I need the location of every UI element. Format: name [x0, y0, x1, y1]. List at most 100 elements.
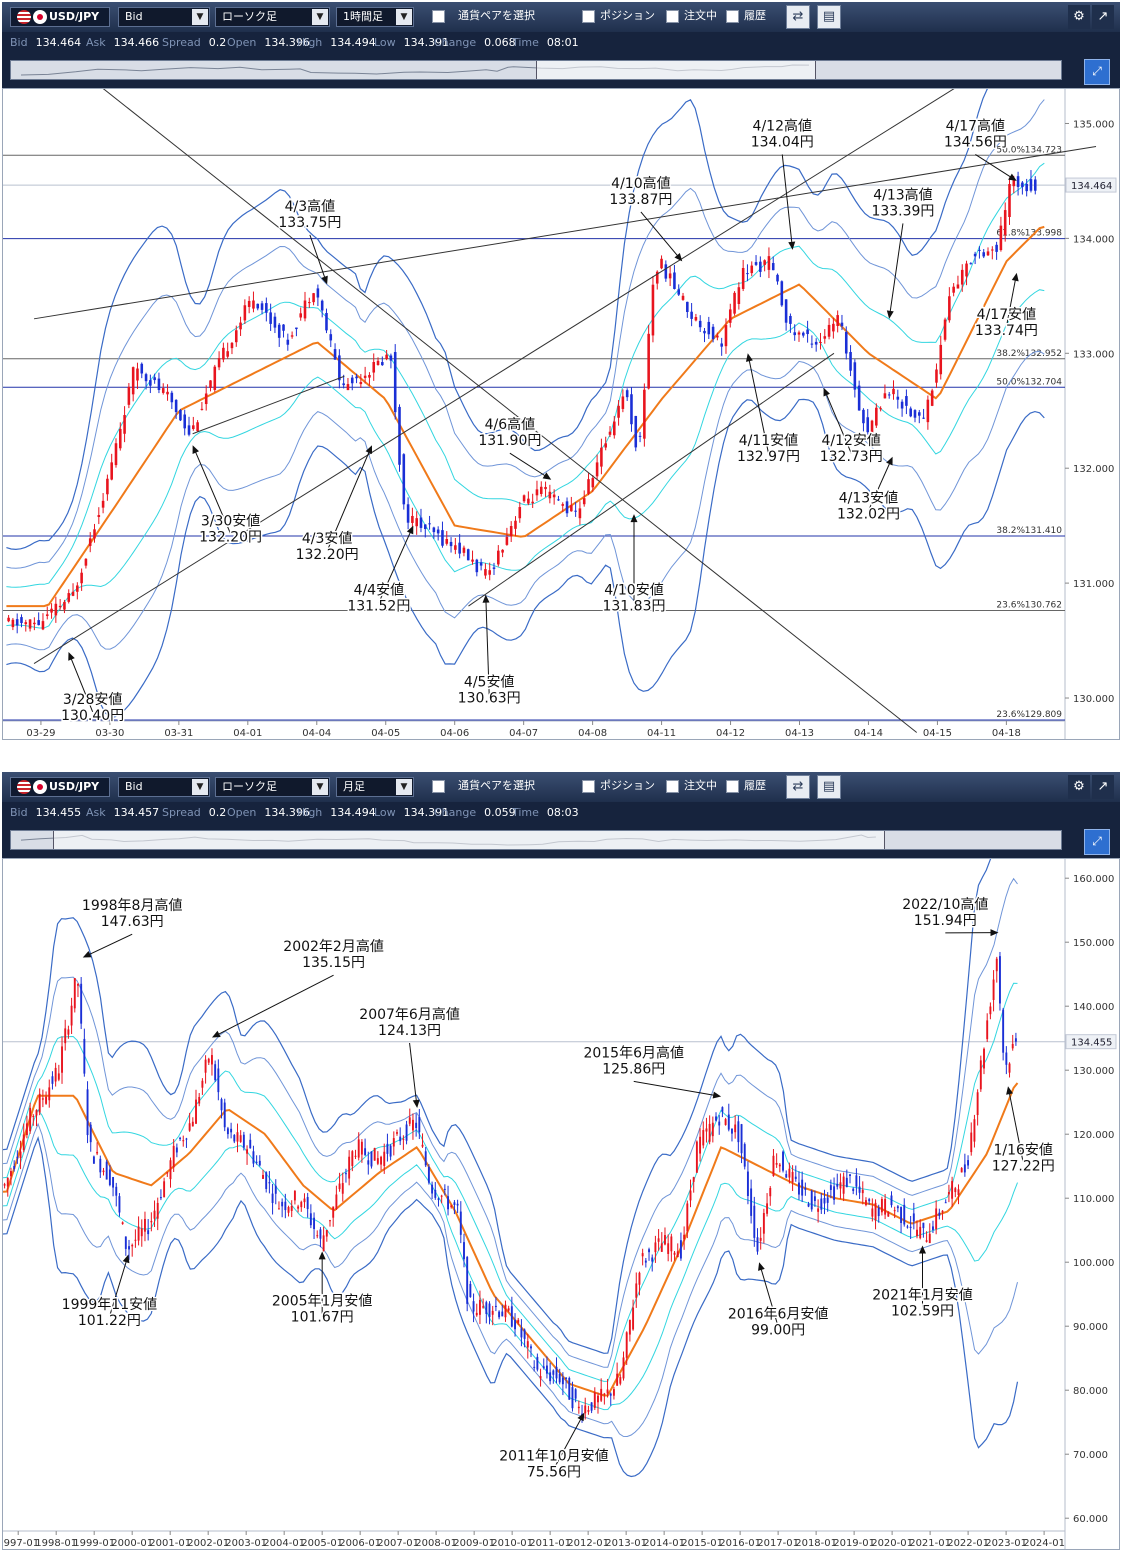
- gear-icon[interactable]: ⚙: [1068, 5, 1090, 29]
- refresh-icon[interactable]: ⇄: [786, 5, 810, 29]
- chart-area[interactable]: 160.000 150.000 140.000 130.000 120.000 110.0…: [0, 772, 1120, 1550]
- quote-label: High: [297, 36, 323, 49]
- refresh-icon[interactable]: ⇄: [786, 775, 810, 799]
- history-checkbox[interactable]: [726, 780, 739, 793]
- quote-value-high: 134.494: [330, 36, 376, 49]
- candle-up: [10, 1171, 12, 1177]
- candle-down: [644, 1260, 647, 1263]
- navigator-track[interactable]: [10, 830, 1062, 850]
- candle-down: [555, 1366, 558, 1379]
- candle-up: [45, 614, 49, 616]
- candle-down: [494, 1305, 497, 1308]
- chevron-down-icon: ▼: [396, 779, 412, 795]
- annotation-label: 133.87円: [609, 192, 672, 208]
- current-price-label: 134.464: [1071, 181, 1112, 192]
- candle-up: [561, 504, 565, 506]
- select-pair-checkbox[interactable]: [432, 10, 445, 23]
- candle-up: [956, 284, 960, 289]
- candle-down: [1014, 1038, 1017, 1042]
- candle-down: [740, 1124, 743, 1154]
- quote-label: Bid: [10, 806, 28, 819]
- candle-up: [930, 390, 934, 406]
- candle-down: [995, 244, 998, 252]
- orders-checkbox[interactable]: [666, 780, 679, 793]
- navigator-track[interactable]: [10, 60, 1062, 80]
- candle-up: [63, 601, 66, 610]
- quote-value-ask: 134.466: [113, 36, 160, 49]
- layout-icon[interactable]: ▤: [817, 5, 841, 29]
- chart-type-dropdown[interactable]: ローソク足 ▼: [215, 777, 330, 797]
- y-tick-label: 110.000: [1073, 1194, 1114, 1205]
- candle-down: [574, 510, 577, 512]
- candle-up: [654, 1242, 657, 1253]
- candle-down: [432, 527, 436, 533]
- candle-up: [976, 1092, 979, 1116]
- navigator-selection[interactable]: [53, 831, 885, 849]
- price-side-dropdown[interactable]: Bid ▼: [118, 7, 210, 27]
- chart-area[interactable]: 135.000 134.000 133.000 132.000 131.000 130.0…: [2, 35, 1120, 740]
- popout-icon[interactable]: ↗: [1092, 775, 1114, 799]
- symbol-selector[interactable]: USD/JPY: [10, 7, 110, 27]
- candle-up: [144, 1218, 146, 1232]
- candle-up: [952, 286, 955, 293]
- candle-down: [367, 1160, 370, 1165]
- candle-up: [110, 462, 113, 480]
- symbol-selector[interactable]: USD/JPY: [10, 777, 110, 797]
- annotation-leader: [326, 446, 372, 552]
- price-side-dropdown[interactable]: Bid ▼: [118, 777, 210, 797]
- navigator-selection[interactable]: [536, 61, 817, 79]
- x-tick-label: 2012-01: [567, 1538, 609, 1549]
- candle-down: [727, 1114, 730, 1130]
- candle-up: [673, 1252, 676, 1255]
- candle-down: [823, 1197, 826, 1204]
- chart-type-dropdown[interactable]: ローソク足 ▼: [215, 7, 330, 27]
- candle-down: [590, 1402, 593, 1411]
- candle-down: [252, 1151, 255, 1164]
- candle-up: [278, 1208, 280, 1210]
- candle-up: [471, 559, 474, 562]
- timeframe-dropdown[interactable]: 1時間足 ▼: [336, 7, 414, 27]
- candle-up: [373, 1147, 376, 1161]
- candle-up: [84, 558, 88, 566]
- candle-down: [836, 1183, 839, 1187]
- popout-icon[interactable]: ↗: [1092, 5, 1114, 29]
- candle-up: [832, 323, 835, 332]
- candle-up: [351, 1151, 354, 1166]
- candle-up: [689, 1190, 692, 1201]
- timeframe-dropdown[interactable]: 月足 ▼: [336, 777, 414, 797]
- candle-up: [501, 549, 504, 553]
- bollinger-band-2sigma-upper: [2, 877, 1018, 1368]
- select-pair-checkbox[interactable]: [432, 780, 445, 793]
- orders-checkbox[interactable]: [666, 10, 679, 23]
- candle-down: [20, 617, 23, 624]
- annotation-leader: [309, 234, 327, 283]
- annotation-leader: [759, 1263, 779, 1327]
- candle-down: [677, 289, 681, 295]
- x-tick-label: 04-01: [233, 728, 262, 739]
- candle-up: [262, 1174, 264, 1179]
- history-checkbox[interactable]: [726, 10, 739, 23]
- candle-up: [156, 1202, 159, 1219]
- candle-up: [118, 428, 122, 449]
- candle-down: [810, 1190, 813, 1210]
- annotation-leader: [378, 527, 413, 603]
- trend-line: [468, 352, 835, 607]
- candle-up: [67, 1029, 70, 1035]
- annotation-label: 127.22円: [992, 1159, 1055, 1175]
- x-tick-label: 2001-01: [149, 1538, 191, 1549]
- position-checkbox[interactable]: [582, 10, 595, 23]
- expand-icon[interactable]: ⤢: [1084, 59, 1110, 85]
- layout-icon[interactable]: ▤: [817, 775, 841, 799]
- candle-down: [424, 1151, 427, 1166]
- expand-icon[interactable]: ⤢: [1084, 829, 1110, 855]
- annotation-arrowhead: [318, 1251, 326, 1260]
- candle-up: [973, 1119, 976, 1142]
- candle-up: [728, 309, 732, 323]
- candle-down: [260, 303, 264, 310]
- position-checkbox[interactable]: [582, 780, 595, 793]
- candle-up: [763, 260, 766, 265]
- candle-down: [804, 1188, 807, 1190]
- candle-down: [170, 392, 174, 403]
- gear-icon[interactable]: ⚙: [1068, 775, 1090, 799]
- fib-level-label: 50.0%: [996, 377, 1025, 387]
